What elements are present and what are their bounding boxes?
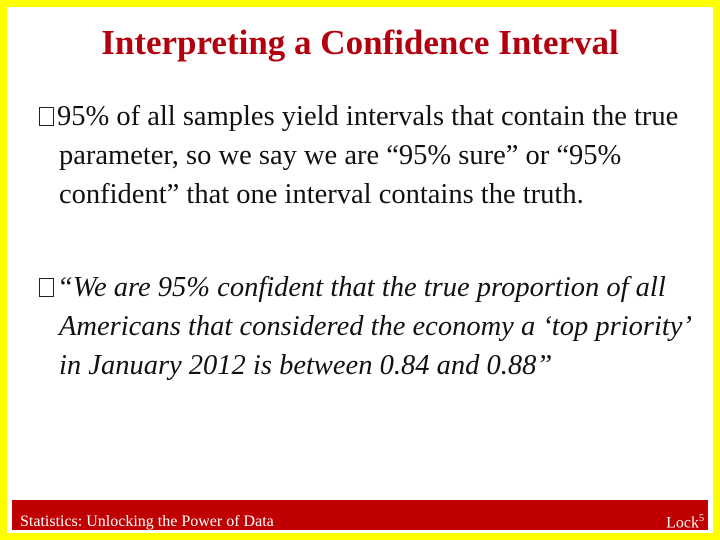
bullet-text: “We are 95% confident that the true prop… [57, 272, 689, 381]
bullet-icon [39, 107, 54, 126]
footer-superscript: 5 [699, 513, 704, 524]
bullet: 95% of all samples yield intervals that … [39, 97, 709, 214]
bullet-text: 95% of all samples yield intervals that … [57, 101, 679, 210]
bullet-icon [39, 278, 54, 297]
footer-right: Lock5 [666, 513, 704, 532]
footer-left: Statistics: Unlocking the Power of Data [20, 513, 274, 530]
bullet: “We are 95% confident that the true prop… [39, 268, 709, 385]
slide-title: Interpreting a Confidence Interval [101, 23, 619, 62]
footer: Statistics: Unlocking the Power of Data … [12, 500, 708, 532]
footer-author: Lock [666, 514, 699, 532]
